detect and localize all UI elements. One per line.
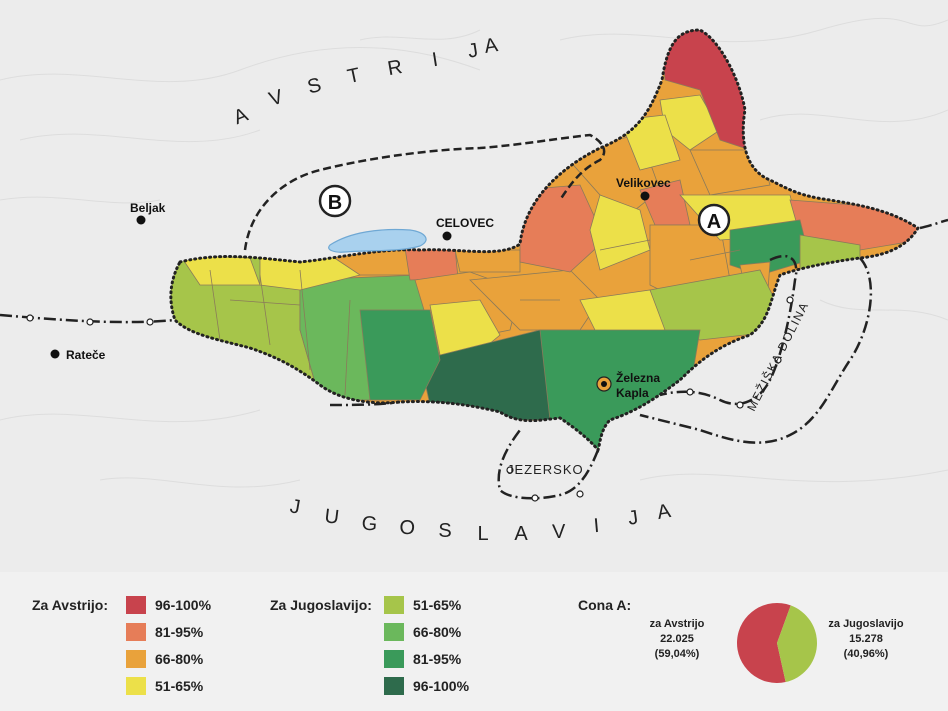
beljak-label: Beljak: [130, 201, 166, 215]
zone-a-austria-label: za Avstrijo: [649, 618, 705, 630]
country-letter: O: [399, 517, 415, 540]
zone-a-yugoslavia-result: za Jugoslavijo 15.278 (40,96%): [821, 617, 911, 662]
zone-a-austria-pct: (59,04%): [654, 648, 700, 660]
country-letter: T: [345, 64, 362, 88]
yugoslavia-swatch-label: 96-100%: [413, 678, 470, 694]
pie-slice-austria: [737, 603, 791, 683]
austria-swatch: [126, 623, 146, 641]
zone-a-yugoslavia-votes: 15.278: [849, 633, 883, 645]
country-letter: A: [483, 34, 500, 58]
austria-swatch-label: 66-80%: [155, 651, 204, 667]
country-letter: J: [627, 506, 640, 529]
austria-swatch: [126, 596, 146, 614]
zone-a-yugoslavia-pct: (40,96%): [843, 648, 889, 660]
celovec-dot: [442, 231, 452, 241]
yugoslavia-swatch: [384, 596, 404, 614]
kapla-label: Kapla: [616, 386, 649, 400]
country-letter: I: [431, 49, 440, 72]
zone-b-label: B: [328, 192, 342, 214]
zone-a-pie-chart: [737, 603, 817, 683]
zelezna-kapla-dot: [601, 381, 607, 387]
zone-a-label: A: [707, 211, 721, 233]
zelezna-label: Železna: [616, 370, 660, 385]
beljak-dot: [136, 215, 146, 225]
country-letter: A: [655, 500, 673, 524]
legend-yugoslavia-title: Za Jugoslavijo:: [270, 597, 372, 613]
celovec-label: CELOVEC: [436, 216, 494, 230]
country-letter: V: [552, 521, 567, 543]
country-letter: R: [386, 56, 404, 80]
country-letter: S: [305, 74, 324, 99]
pie-slice-yugoslavia: [777, 605, 817, 683]
region-label-jezersko: JEZERSKO: [507, 462, 584, 477]
austria-swatch: [126, 650, 146, 668]
country-letter: L: [477, 523, 488, 545]
plebiscite-map: B A Beljak Rateče CELOVEC Velikovec Žele…: [0, 17, 948, 545]
yugoslavia-swatch-label: 81-95%: [413, 651, 462, 667]
ratece-label: Rateče: [66, 348, 106, 362]
yugoslavia-swatch: [384, 677, 404, 695]
country-letter: J: [466, 39, 479, 62]
zone-a-marker: A: [697, 203, 731, 237]
austria-swatch-label: 81-95%: [155, 624, 204, 640]
austria-swatch-label: 51-65%: [155, 678, 204, 694]
country-letter: G: [361, 512, 378, 535]
zone-a-austria-votes: 22.025: [660, 633, 694, 645]
yugoslavia-swatch-label: 51-65%: [413, 597, 462, 613]
legend-austria-title: Za Avstrijo:: [32, 597, 108, 613]
yugoslavia-swatch: [384, 623, 404, 641]
austria-swatch-label: 96-100%: [155, 597, 212, 613]
country-letter: J: [288, 495, 302, 518]
zone-a-title: Cona A:: [578, 597, 632, 613]
legend: Za Avstrijo: 96-100% 81-95% 66-80% 51-65% Z…: [0, 572, 948, 711]
country-letter: U: [323, 505, 340, 529]
zone-a-austria-result: za Avstrijo 22.025 (59,04%): [632, 617, 722, 662]
yugoslavia-swatch-label: 66-80%: [413, 624, 462, 640]
velikovec-dot: [640, 191, 650, 201]
yugoslavia-swatch: [384, 650, 404, 668]
country-letter: I: [593, 515, 600, 537]
ratece-dot: [50, 349, 60, 359]
velikovec-label: Velikovec: [616, 176, 671, 190]
zone-a-yugoslavia-label: za Jugoslavijo: [828, 618, 904, 630]
country-letter: S: [438, 520, 451, 542]
austria-swatch: [126, 677, 146, 695]
zone-b-marker: B: [318, 184, 352, 218]
country-letter: A: [514, 523, 528, 545]
